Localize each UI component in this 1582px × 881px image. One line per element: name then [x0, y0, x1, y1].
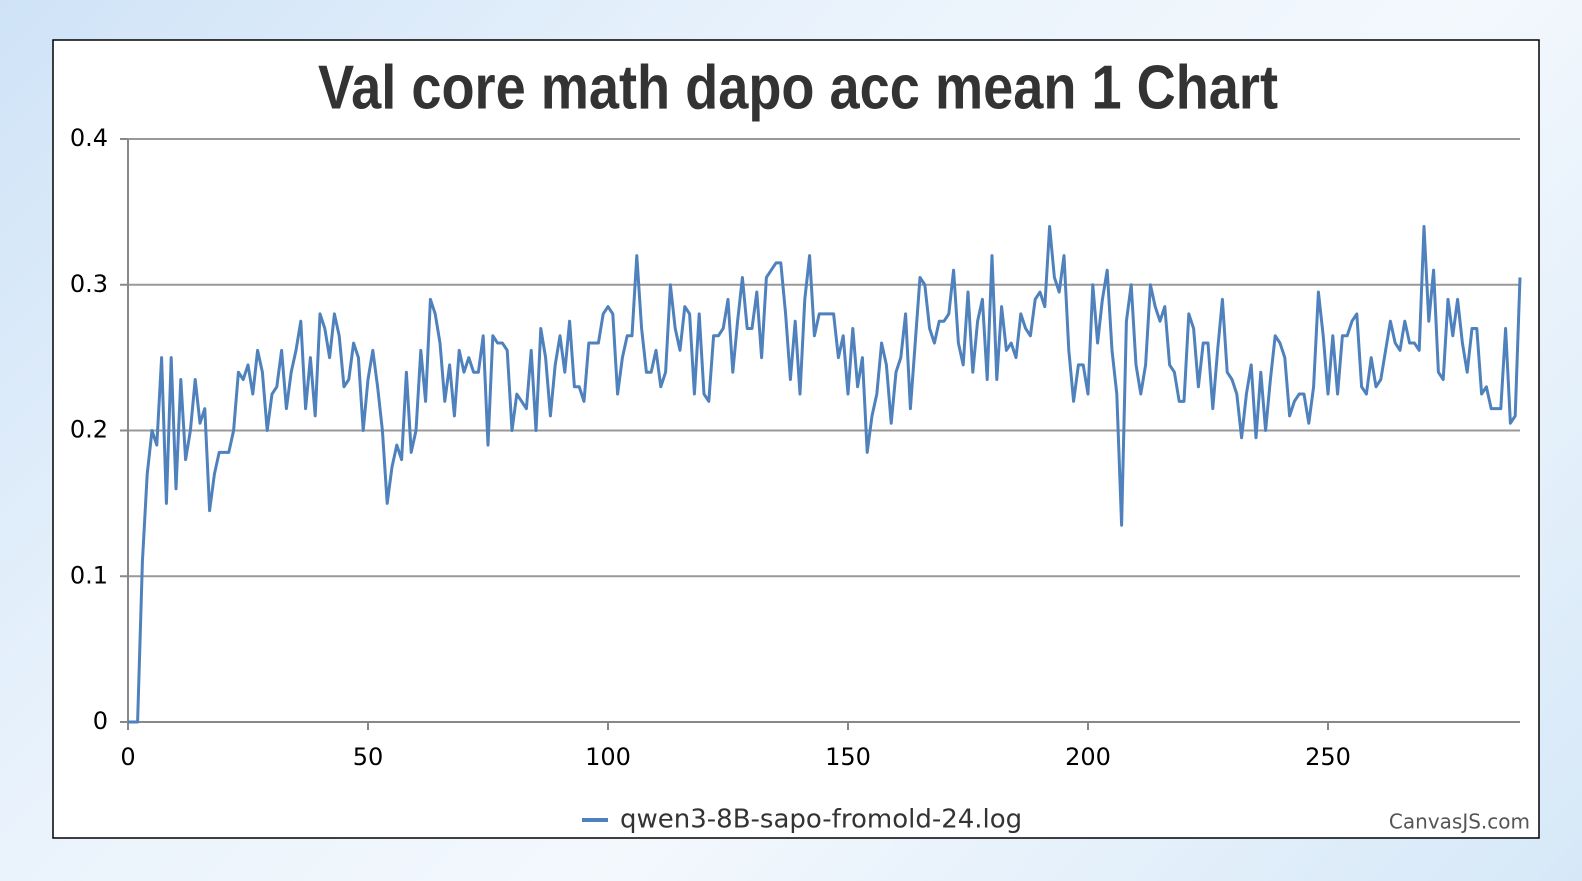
y-tick-label: 0.3 [70, 270, 108, 298]
chart-frame [52, 39, 1540, 839]
x-tick-label: 250 [1305, 743, 1351, 771]
x-tick-label: 150 [825, 743, 871, 771]
legend-label: qwen3-8B-sapo-fromold-24.log [620, 805, 1022, 835]
x-tick-label: 0 [120, 743, 135, 771]
y-tick-label: 0.1 [70, 561, 108, 589]
y-tick-label: 0 [93, 707, 108, 735]
x-tick-label: 100 [585, 743, 631, 771]
y-tick-label: 0.2 [70, 416, 108, 444]
credit: CanvasJS.com [1389, 810, 1530, 834]
chart-title: Val core math dapo acc mean 1 Chart [318, 53, 1278, 122]
data-line [128, 224, 1522, 724]
x-tick-label: 200 [1065, 743, 1111, 771]
y-tick-label: 0.4 [70, 124, 108, 152]
x-tick-label: 50 [353, 743, 384, 771]
